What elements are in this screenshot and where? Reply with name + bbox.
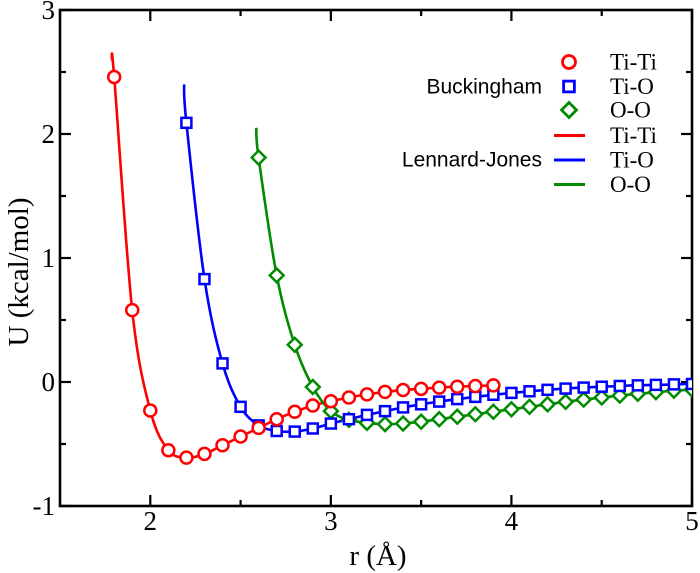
ti-o-marker	[288, 425, 301, 438]
o-o-marker	[412, 413, 430, 431]
ti-ti-marker	[269, 411, 284, 427]
ti-o-marker	[360, 408, 374, 422]
x-axis-title: r (Å)	[349, 540, 406, 572]
o-o-marker	[376, 415, 394, 433]
ti-ti-marker	[287, 404, 302, 420]
o-o-marker	[502, 400, 521, 418]
ti-o-marker	[667, 378, 681, 391]
o-o-marker	[593, 388, 611, 407]
ti-o-marker	[234, 400, 247, 414]
y-axis-title: U (kcal/mol)	[3, 198, 35, 347]
ti-o-marker	[324, 417, 338, 430]
ti-o-marker	[469, 390, 482, 404]
o-o-marker	[556, 393, 575, 411]
ti-ti-marker	[323, 393, 339, 409]
ti-o-marker	[505, 386, 518, 400]
y-tick-label: 0	[42, 367, 56, 397]
ti-ti-marker	[450, 379, 465, 394]
ti-o-marker	[396, 401, 410, 414]
tick-labels-group: 2 3 4 5 3 2 1 0 -1	[33, 0, 699, 536]
ti-ti-marker	[233, 429, 248, 444]
ti-o-marker	[180, 116, 193, 130]
y-tick-label: 3	[42, 0, 56, 25]
x-tick-label: 4	[505, 506, 519, 536]
ti-ti-marker	[395, 382, 411, 398]
o-o-marker	[484, 403, 503, 421]
ti-o-marker	[613, 379, 627, 393]
ti-o-marker	[306, 422, 320, 435]
ti-o-marker	[198, 272, 211, 286]
ti-o-marker	[523, 385, 536, 398]
o-o-marker	[520, 398, 539, 416]
o-o-marker	[448, 408, 466, 426]
ti-ti-marker	[215, 437, 230, 453]
o-o-marker	[394, 414, 412, 433]
markers-group	[106, 69, 692, 465]
y-tick-label: 1	[42, 243, 56, 273]
ti-o-marker	[270, 424, 283, 438]
ti-o-marker	[559, 382, 572, 395]
o-o-marker	[304, 378, 322, 396]
axes-group	[58, 8, 694, 508]
ti-ti-marker	[377, 384, 393, 400]
ti-ti-marker	[143, 403, 158, 418]
ti-o-marker	[216, 357, 229, 370]
ti-o-marker	[342, 412, 356, 426]
ti-ti-marker	[161, 442, 176, 458]
ti-o-marker	[414, 398, 428, 411]
legend-group-label-lennard-jones: Lennard-Jones	[402, 149, 542, 172]
legend-item-label: O-O	[610, 172, 651, 197]
ti-o-marker	[595, 380, 608, 393]
ti-ti-marker	[359, 387, 375, 402]
x-tick-label: 3	[324, 506, 338, 536]
ti-ti-marker	[468, 378, 483, 394]
ti-o-marker	[577, 381, 590, 394]
ti-ti-marker	[431, 380, 447, 395]
ti-ti-marker	[305, 398, 321, 413]
x-tick-label: 5	[685, 506, 699, 536]
legend-item-label: Ti-O	[610, 148, 654, 173]
legend-square-swatch	[562, 79, 576, 94]
ti-ti-marker	[413, 381, 429, 397]
legend-item-label: Ti-Ti	[610, 50, 657, 75]
ti-o-marker	[451, 392, 464, 406]
y-tick-label: 2	[42, 119, 56, 149]
o-o-marker	[538, 395, 557, 413]
legend-circle-swatch	[561, 54, 577, 70]
ti-ti-marker	[251, 420, 266, 436]
legend-item-label: Ti-Ti	[610, 123, 657, 148]
o-o-marker	[466, 405, 484, 423]
ti-ti-marker	[341, 390, 357, 405]
ti-o-marker	[631, 379, 645, 392]
ticks-group	[60, 8, 694, 508]
ti-ti-marker	[179, 450, 194, 465]
legend-item-label: O-O	[610, 98, 651, 123]
ti-ti-marker	[486, 378, 501, 393]
x-tick-label: 2	[144, 506, 158, 536]
o-o-marker	[574, 390, 593, 409]
legend-diamond-swatch	[559, 100, 579, 120]
ti-ti-marker	[124, 302, 140, 318]
buckingham-markers-ti-o	[180, 116, 692, 438]
y-tick-label: -1	[33, 491, 56, 521]
legend: BuckinghamLennard-JonesTi-TiTi-OO-OTi-Ti…	[402, 50, 657, 198]
legend-group-label-buckingham: Buckingham	[426, 76, 542, 99]
o-o-marker	[286, 336, 304, 354]
ti-o-marker	[685, 377, 692, 391]
ti-o-marker	[432, 395, 446, 408]
plot-frame	[58, 8, 694, 508]
ti-ti-marker	[197, 446, 212, 462]
ti-o-marker	[541, 383, 554, 397]
o-o-marker	[249, 148, 268, 167]
ti-o-marker	[378, 404, 392, 418]
o-o-marker	[268, 266, 286, 285]
ti-o-marker	[649, 378, 663, 392]
ti-ti-marker	[106, 69, 122, 85]
o-o-marker	[430, 410, 448, 428]
legend-item-label: Ti-O	[610, 74, 654, 99]
buckingham-markers-ti-ti	[106, 69, 501, 465]
